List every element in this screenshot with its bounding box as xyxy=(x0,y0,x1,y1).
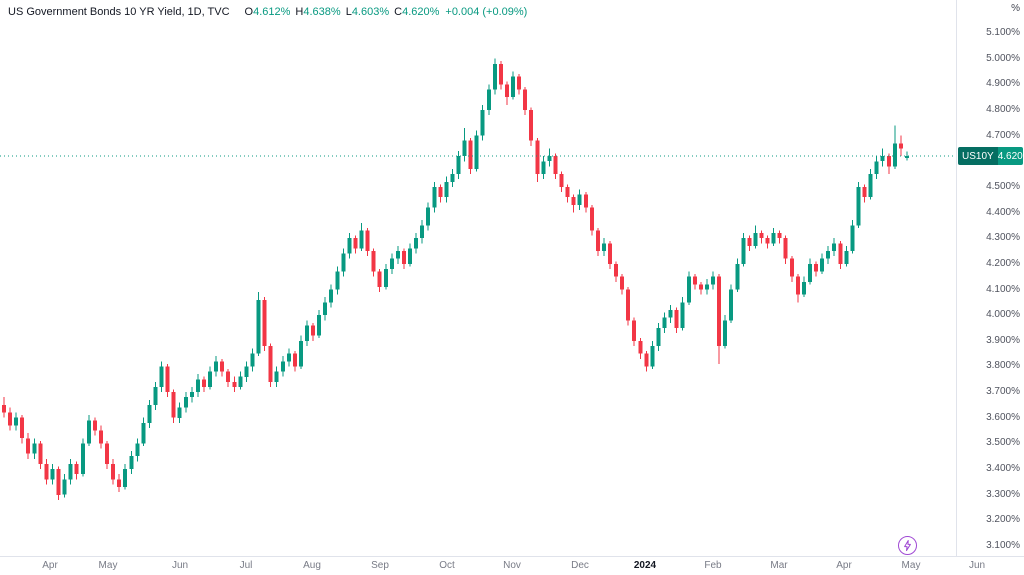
time-tick-label: 2024 xyxy=(633,560,657,571)
high-key: H xyxy=(295,6,304,18)
price-tick-label: 3.600% xyxy=(986,412,1020,423)
price-tick-label: 4.500% xyxy=(986,181,1020,192)
price-tick-label: 4.000% xyxy=(986,309,1020,320)
open-key: O xyxy=(244,6,254,18)
chart-legend: US Government Bonds 10 YR Yield, 1D, TVC… xyxy=(8,6,527,18)
time-tick-label: Nov xyxy=(503,560,521,571)
price-axis-unit: % xyxy=(1011,3,1020,14)
low-key: L xyxy=(345,6,352,18)
open-value: 4.612% xyxy=(253,6,291,18)
time-tick-label: Apr xyxy=(42,560,58,571)
price-tick-label: 4.800% xyxy=(986,104,1020,115)
symbol-title[interactable]: US Government Bonds 10 YR Yield, 1D, TVC xyxy=(8,6,230,18)
price-tick-label: 3.800% xyxy=(986,360,1020,371)
high-value: 4.638% xyxy=(303,6,341,18)
time-tick-label: Aug xyxy=(303,560,321,571)
time-axis[interactable]: Apr May Jun Jul Aug Sep Oct Nov Dec 2024 Feb Mar Apr… xyxy=(0,556,1024,575)
time-tick-label: May xyxy=(98,560,118,571)
close-key: C xyxy=(394,6,403,18)
close-value: 4.620% xyxy=(402,6,440,18)
lightning-icon xyxy=(904,539,911,552)
time-tick-label: Dec xyxy=(571,560,589,571)
price-tick-label: 5.100% xyxy=(986,27,1020,38)
price-tick-label: 3.500% xyxy=(986,437,1020,448)
time-tick-label: Jul xyxy=(239,560,253,571)
price-tick-label: 4.200% xyxy=(986,258,1020,269)
price-tag-symbol: US10Y xyxy=(958,147,998,165)
price-tick-label: 5.000% xyxy=(986,53,1020,64)
price-tag-value: 4.620% xyxy=(997,147,1023,165)
time-tick-label: Feb xyxy=(704,560,722,571)
time-tick-label: Sep xyxy=(371,560,389,571)
time-tick-label: Oct xyxy=(439,560,455,571)
price-tick-label: 4.400% xyxy=(986,207,1020,218)
price-tick-label: 4.100% xyxy=(986,284,1020,295)
price-tick-label: 3.100% xyxy=(986,540,1020,551)
low-value: 4.603% xyxy=(351,6,390,18)
price-tick-label: 4.900% xyxy=(986,78,1020,89)
time-tick-label: May xyxy=(901,560,921,571)
price-tick-label: 4.700% xyxy=(986,130,1020,141)
price-tick-label: 3.700% xyxy=(986,386,1020,397)
candlestick-chart[interactable] xyxy=(0,0,956,556)
time-tick-label: Jun xyxy=(171,560,189,571)
change-value: +0.004 (+0.09%) xyxy=(445,6,528,18)
time-tick-label: Mar xyxy=(770,560,788,571)
time-tick-label: Apr xyxy=(836,560,852,571)
price-tick-label: 4.300% xyxy=(986,232,1020,243)
price-tick-label: 3.300% xyxy=(986,489,1020,500)
price-tick-label: 3.200% xyxy=(986,514,1020,525)
time-tick-label: Jun xyxy=(968,560,986,571)
lightning-button[interactable] xyxy=(898,536,917,555)
price-tick-label: 3.900% xyxy=(986,335,1020,346)
price-tick-label: 3.400% xyxy=(986,463,1020,474)
